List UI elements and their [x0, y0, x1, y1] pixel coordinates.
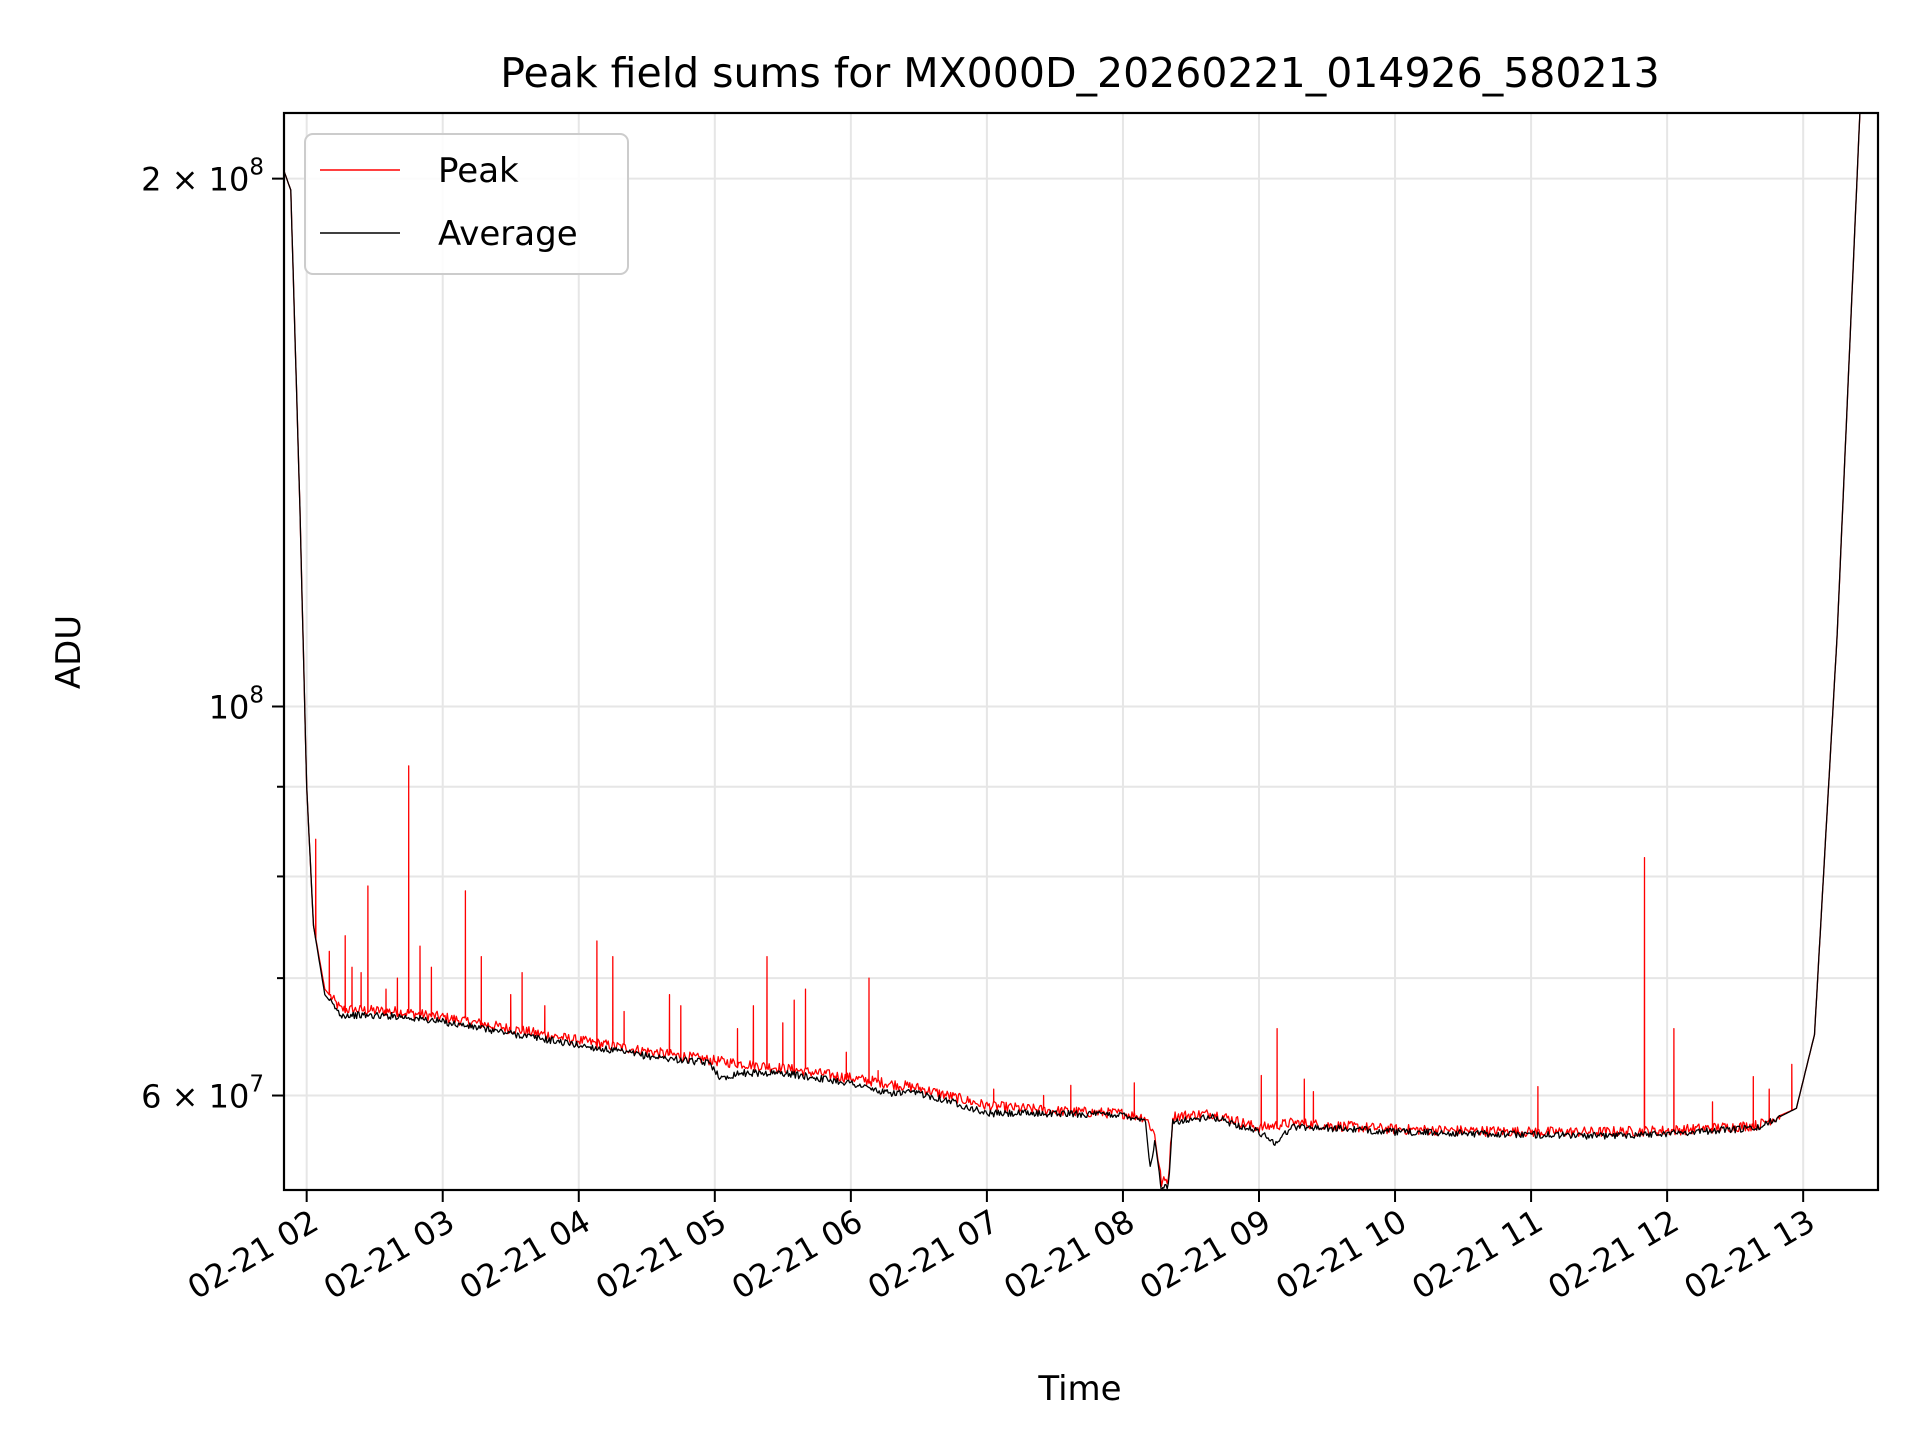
series-layer	[284, 113, 1861, 1190]
series-line-peak	[284, 113, 1861, 1188]
y-tick-label: 108	[209, 683, 264, 727]
legend-box	[304, 133, 629, 275]
chart-title: Peak field sums for MX000D_20260221_0149…	[500, 49, 1659, 97]
series-line-average	[284, 113, 1861, 1190]
legend-label-peak: Peak	[438, 151, 519, 191]
y-axis-ticks: 6 × 107 108 2 × 108	[141, 155, 284, 1116]
legend: Peak Average	[304, 133, 629, 275]
plot-frame	[282, 111, 1880, 1192]
x-axis-label: Time	[1037, 1369, 1121, 1409]
legend-label-average: Average	[438, 214, 578, 254]
y-tick-label: 2 × 108	[141, 155, 264, 199]
y-tick-label: 6 × 107	[141, 1072, 264, 1116]
y-axis-label: ADU	[49, 615, 89, 689]
grid-lines	[284, 113, 1878, 1190]
